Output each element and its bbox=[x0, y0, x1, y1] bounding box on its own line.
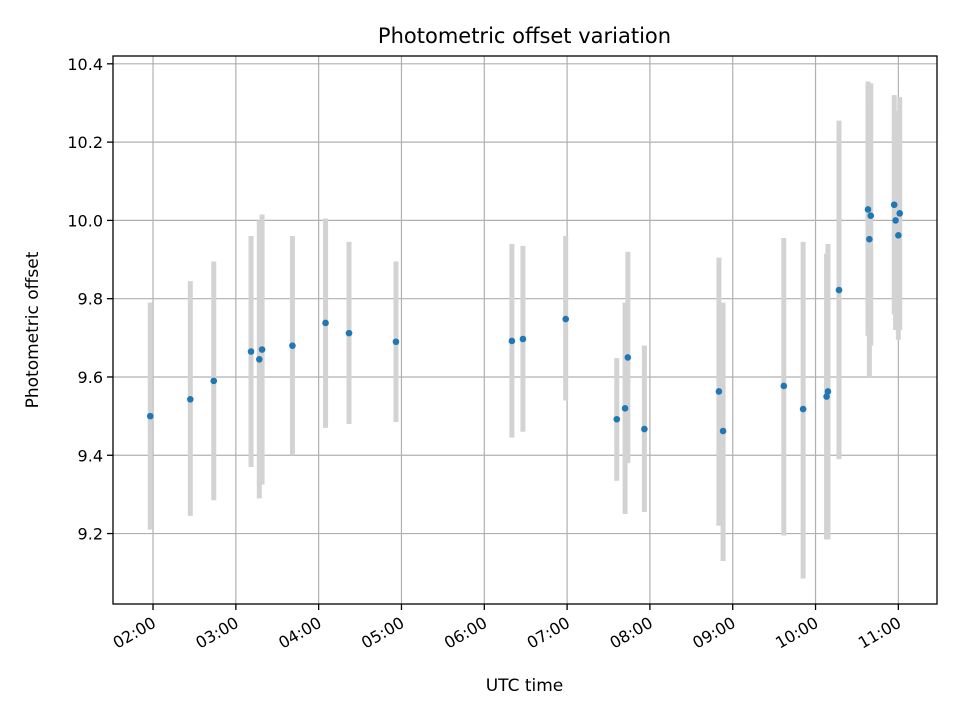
x-tick-label: 04:00 bbox=[275, 613, 324, 653]
x-tick-label: 07:00 bbox=[524, 613, 573, 653]
y-tick-label: 9.2 bbox=[78, 525, 103, 544]
x-tick-label: 03:00 bbox=[192, 613, 241, 653]
x-axis-label: UTC time bbox=[486, 676, 564, 696]
x-tick-label: 05:00 bbox=[358, 613, 407, 653]
data-point bbox=[864, 206, 872, 213]
x-tick-label: 06:00 bbox=[441, 613, 490, 653]
data-point bbox=[322, 319, 329, 327]
y-axis-label: Photometric offset bbox=[23, 251, 43, 408]
data-point bbox=[896, 210, 904, 217]
x-tick-label: 02:00 bbox=[110, 613, 159, 653]
x-axis-ticks: 02:00 03:00 04:00 05:00 06:00 07:00 08:00 09:00… bbox=[110, 604, 904, 653]
x-tick-label: 11:00 bbox=[855, 613, 904, 653]
y-tick-label: 10.0 bbox=[67, 211, 103, 230]
data-point bbox=[186, 395, 194, 403]
data-point bbox=[624, 354, 632, 361]
data-point bbox=[146, 412, 154, 420]
data-point bbox=[210, 377, 218, 385]
x-tick-label: 08:00 bbox=[606, 613, 655, 653]
y-tick-label: 10.4 bbox=[67, 55, 103, 74]
y-tick-label: 10.2 bbox=[67, 133, 103, 152]
error-bars bbox=[147, 81, 903, 579]
data-point bbox=[719, 427, 727, 435]
data-point bbox=[895, 231, 902, 239]
y-tick-label: 9.8 bbox=[78, 290, 103, 309]
data-point bbox=[890, 201, 898, 209]
data-point bbox=[835, 286, 843, 294]
y-axis-ticks: 9.2 9.4 9.6 9.8 10.0 10.2 10.4 bbox=[67, 55, 113, 544]
data-point bbox=[508, 337, 516, 345]
data-point bbox=[613, 415, 621, 423]
data-points bbox=[146, 201, 904, 435]
x-tick-label: 09:00 bbox=[689, 613, 738, 653]
data-point bbox=[866, 235, 873, 243]
y-tick-label: 9.6 bbox=[78, 368, 103, 387]
data-point bbox=[641, 425, 648, 433]
data-point bbox=[247, 348, 255, 355]
data-point bbox=[823, 393, 830, 400]
data-point bbox=[258, 346, 266, 353]
data-point bbox=[715, 388, 723, 395]
data-point bbox=[289, 342, 296, 349]
data-point bbox=[345, 329, 353, 337]
data-point bbox=[392, 338, 400, 346]
data-point bbox=[256, 356, 263, 363]
x-tick-label: 10:00 bbox=[772, 613, 821, 653]
data-point bbox=[824, 388, 832, 395]
data-point bbox=[621, 404, 629, 412]
y-tick-label: 9.4 bbox=[78, 446, 103, 465]
data-point bbox=[867, 212, 875, 220]
data-point bbox=[892, 217, 899, 224]
data-point bbox=[562, 315, 570, 323]
plot-frame bbox=[112, 55, 938, 605]
data-point bbox=[519, 335, 527, 343]
data-point bbox=[780, 382, 788, 390]
data-point bbox=[799, 405, 807, 413]
chart-title: Photometric offset variation bbox=[378, 24, 671, 48]
